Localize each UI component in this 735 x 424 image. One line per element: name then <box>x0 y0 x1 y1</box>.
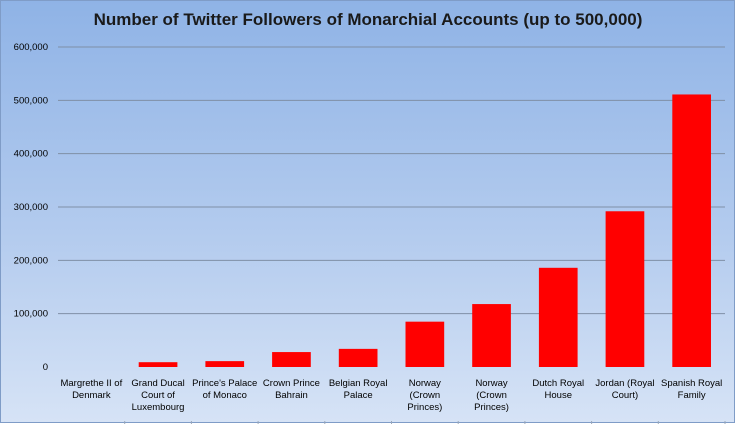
x-category-label: Margrethe II of Denmark <box>60 378 122 401</box>
x-category-label: Grand Ducal Court of Luxembourg <box>131 378 184 413</box>
y-tick-label: 200,000 <box>14 255 48 266</box>
x-category-label: Belgian Royal Palace <box>329 378 388 401</box>
y-tick-label: 400,000 <box>14 149 48 160</box>
bars <box>138 94 711 367</box>
bar <box>472 304 511 367</box>
x-category-label: Prince's Palace of Monaco <box>192 378 257 401</box>
bar <box>672 94 711 367</box>
x-category-label: Dutch Royal House <box>532 378 584 401</box>
bar <box>338 348 378 367</box>
chart-title: Number of Twitter Followers of Monarchia… <box>94 10 643 29</box>
bar <box>205 361 245 367</box>
x-category-label: Norway (Crown Princes) <box>407 378 442 413</box>
bar <box>605 211 645 367</box>
y-tick-label: 500,000 <box>14 95 48 106</box>
x-category-label: Crown Prince Bahrain <box>263 378 320 401</box>
bar <box>405 321 445 367</box>
y-axis-tick-labels: 0 100,000 200,000 300,000 400,000 500,000 600,… <box>14 42 48 373</box>
y-tick-label: 100,000 <box>14 309 48 320</box>
x-category-label: Spanish Royal Family <box>661 378 722 401</box>
y-tick-label: 0 <box>43 362 48 373</box>
x-category-label: Jordan (Royal Court) <box>595 378 654 401</box>
y-tick-label: 300,000 <box>14 202 48 213</box>
x-axis-category-labels: Margrethe II of Denmark Grand Ducal Court o… <box>60 378 726 424</box>
bar <box>538 267 578 367</box>
x-category-label: Norway (Crown Princes) <box>474 378 509 413</box>
bar <box>272 352 311 367</box>
bar <box>138 362 178 367</box>
y-tick-label: 600,000 <box>14 42 48 53</box>
